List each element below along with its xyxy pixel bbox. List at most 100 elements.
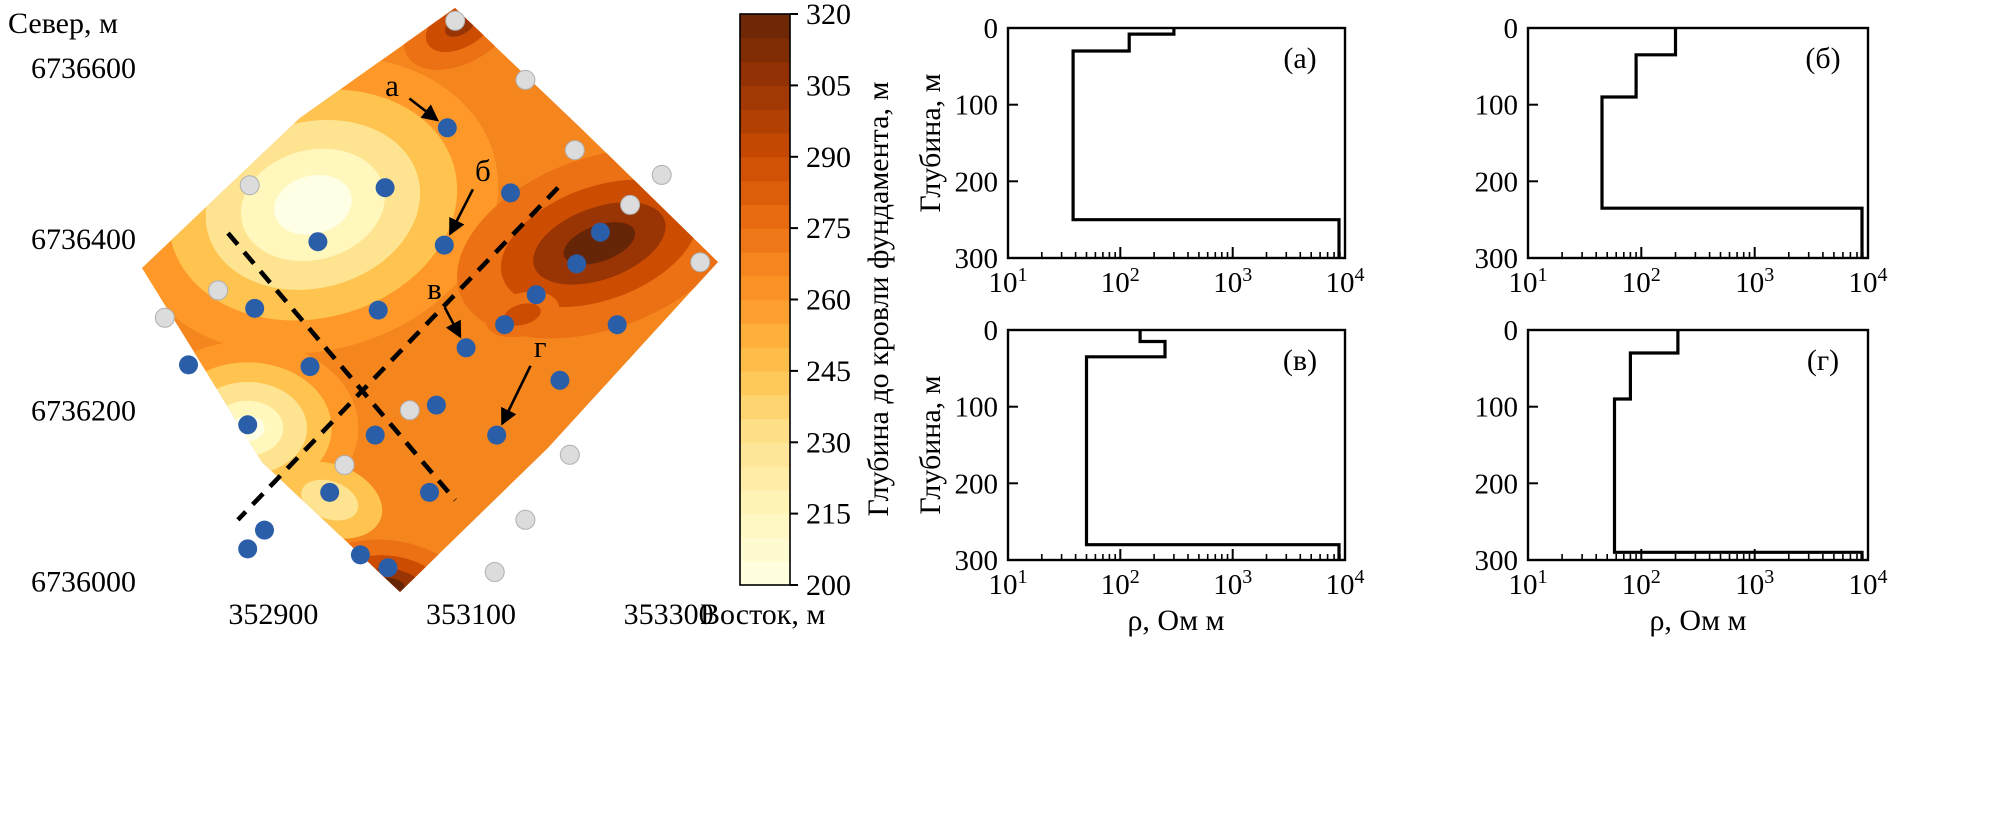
colorbar-segment: [740, 132, 790, 158]
colorbar-segment: [740, 418, 790, 443]
annotation-label: а: [385, 68, 399, 103]
annotation-label: г: [534, 329, 547, 364]
station-dot-gray: [484, 562, 505, 582]
map-x-tick-label: 353300: [624, 598, 714, 631]
station-dot-gray: [515, 509, 536, 530]
station-dot-blue: [567, 254, 587, 274]
colorbar-segment: [740, 299, 790, 324]
station-dot-blue: [320, 482, 340, 502]
map-y-tick-label: 6736600: [31, 52, 136, 85]
map-x-axis-title: Восток, м: [700, 598, 825, 631]
map-axes: 6736000 6736200 6736400 6736600 352900 353100…: [31, 52, 714, 631]
colorbar-segment: [740, 323, 790, 348]
station-dot-gray: [399, 400, 420, 421]
colorbar-tick-label: 260: [806, 284, 851, 317]
colorbar-segment: [740, 180, 790, 205]
station-dot-gray: [690, 252, 711, 273]
resistivity-curve: [1084, 330, 1341, 560]
profile-x-tick-label: 104: [1849, 264, 1888, 299]
profiles-x-axis-title-left: ρ, Ом м: [1127, 604, 1224, 637]
station-dot-blue: [434, 235, 454, 255]
profile-y-tick-label: 0: [984, 315, 999, 347]
station-dot-blue: [495, 315, 515, 335]
station-dot-gray: [239, 175, 260, 196]
profile-frame: [1006, 328, 1347, 562]
map-x-tick-label: 353100: [426, 598, 516, 631]
station-dot-gray: [334, 455, 355, 475]
annotation-arrow: [443, 306, 462, 339]
survey-profile-dashed-line: [226, 231, 457, 502]
station-dot-blue: [501, 183, 520, 203]
profile-frame: [1006, 26, 1347, 260]
annotation-arrow: [449, 188, 475, 236]
profile-x-tick-label: 103: [1213, 264, 1252, 299]
colorbar-segment: [740, 561, 790, 586]
station-dot-blue: [487, 425, 507, 445]
station-dot-gray: [559, 444, 580, 465]
profile-frame: [1526, 26, 1870, 260]
profile-y-tick-label: 200: [1475, 468, 1519, 500]
profile-y-tick-label: 200: [955, 468, 999, 500]
station-dot-blue: [238, 539, 258, 559]
colorbar-segment: [740, 204, 790, 229]
profile-y-tick-label: 200: [955, 166, 999, 198]
profile-y-tick-label: 100: [955, 90, 999, 122]
station-dot-blue: [300, 357, 320, 377]
station-dot-blue: [420, 482, 439, 502]
profiles-x-axis-title-right: ρ, Ом м: [1649, 604, 1746, 637]
profile-x-tick-label: 102: [1101, 264, 1140, 299]
panel-label: (а): [1283, 42, 1316, 75]
station-dot-gray: [445, 10, 466, 31]
survey-profile-dashed-line: [236, 186, 560, 522]
profile-x-tick-label: 102: [1101, 566, 1140, 601]
colorbar-tick-label: 230: [806, 426, 851, 459]
station-dot-blue: [456, 338, 476, 358]
station-dot-blue: [179, 355, 198, 375]
station-dot-blue: [308, 232, 328, 252]
profile-x-tick-label: 102: [1622, 566, 1661, 601]
station-dot-gray: [620, 194, 641, 215]
station-dot-blue: [350, 545, 370, 565]
colorbar-tick-label: 275: [806, 212, 851, 245]
colorbar: 200 215 230 245 260 275 290 305 320: [739, 0, 851, 602]
profile-x-tick-label: 101: [1509, 264, 1548, 299]
colorbar-segment: [740, 489, 790, 515]
profiles-y-axis-title-top: Глубина, м: [914, 73, 947, 212]
station-dot-blue: [365, 425, 385, 445]
colorbar-segment: [740, 275, 790, 301]
station-dot-blue: [590, 222, 610, 242]
annotation-arrow: [408, 97, 440, 122]
colorbar-tick-label: 320: [806, 0, 851, 31]
station-dot-gray: [651, 164, 672, 185]
field-zone-ring-deep: [504, 303, 541, 326]
colorbar-segment: [740, 156, 790, 182]
colorbar-segment: [740, 347, 790, 372]
station-dot-blue: [526, 285, 546, 305]
station-dot-blue: [607, 315, 627, 335]
resistivity-curve: [1600, 28, 1864, 258]
colorbar-segment: [740, 370, 790, 396]
profile-frame: [1526, 328, 1870, 562]
resistivity-curve: [1612, 330, 1864, 560]
colorbar-segment: [740, 394, 790, 420]
colorbar-tick-label: 245: [806, 355, 851, 388]
profile-y-tick-label: 0: [984, 13, 999, 45]
profile-x-tick-label: 103: [1213, 566, 1252, 601]
profile-y-tick-label: 300: [955, 545, 999, 577]
profile-x-tick-label: 103: [1735, 264, 1774, 299]
field-zone-ring-deep: [563, 222, 636, 265]
profile-x-tick-label: 102: [1622, 264, 1661, 299]
profile-x-tick-label: 104: [1326, 566, 1365, 601]
profile-y-tick-label: 100: [955, 392, 999, 424]
profile-y-tick-label: 0: [1504, 13, 1519, 45]
panel-label: (б): [1805, 42, 1840, 75]
profile-y-tick-label: 300: [1475, 545, 1519, 577]
panel-label: (в): [1283, 344, 1317, 377]
profile-y-tick-label: 100: [1475, 90, 1519, 122]
